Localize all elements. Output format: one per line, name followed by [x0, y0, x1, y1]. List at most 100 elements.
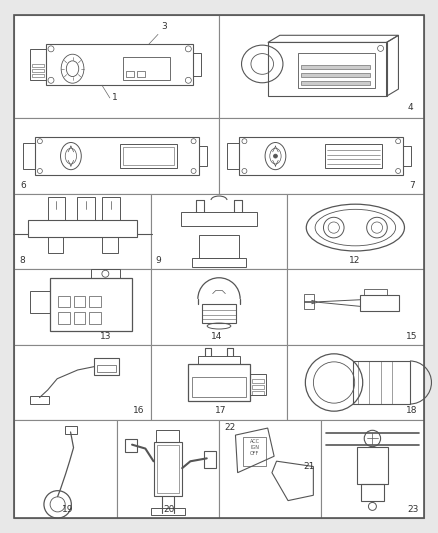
Bar — [252, 385, 264, 389]
Bar — [304, 294, 314, 302]
Bar — [219, 118, 424, 194]
Bar — [360, 295, 399, 311]
Bar — [102, 237, 117, 253]
Bar — [156, 445, 179, 493]
Bar — [30, 290, 50, 313]
Bar — [151, 507, 185, 515]
Bar — [74, 312, 85, 324]
Bar — [252, 379, 264, 383]
Bar — [151, 194, 287, 269]
Bar — [198, 146, 207, 166]
Bar — [137, 71, 145, 77]
Text: 18: 18 — [406, 406, 417, 415]
Bar — [361, 484, 384, 502]
Bar — [30, 49, 46, 80]
Bar — [156, 430, 179, 442]
Bar — [301, 81, 370, 85]
Bar — [154, 442, 182, 496]
Text: 8: 8 — [19, 256, 25, 265]
Text: 19: 19 — [62, 505, 73, 514]
Bar — [403, 146, 411, 166]
Text: 21: 21 — [304, 462, 315, 471]
Bar — [151, 345, 287, 420]
Bar — [120, 144, 177, 168]
Bar — [14, 15, 219, 118]
Bar — [287, 269, 424, 345]
Bar — [227, 143, 240, 169]
Bar — [64, 426, 77, 434]
Bar — [48, 197, 65, 220]
Bar — [250, 374, 266, 395]
Text: 20: 20 — [163, 505, 174, 514]
Text: 3: 3 — [161, 22, 166, 31]
Text: 16: 16 — [133, 406, 145, 415]
Bar — [198, 356, 240, 364]
Text: 7: 7 — [410, 181, 415, 190]
Bar — [151, 269, 287, 345]
Bar — [58, 295, 70, 307]
Bar — [219, 420, 321, 518]
Text: 17: 17 — [215, 406, 226, 415]
Bar — [74, 295, 85, 307]
Bar — [14, 269, 151, 345]
Bar — [321, 420, 424, 518]
Bar — [32, 64, 44, 67]
Text: 9: 9 — [156, 256, 162, 265]
Bar — [14, 118, 219, 194]
Text: 4: 4 — [408, 103, 413, 112]
Bar — [94, 358, 119, 375]
Bar — [252, 391, 264, 395]
Text: 22: 22 — [224, 423, 235, 432]
Bar — [192, 376, 246, 397]
Bar — [14, 420, 117, 518]
Bar — [123, 58, 170, 80]
Circle shape — [273, 154, 277, 158]
Bar — [304, 301, 314, 309]
Bar — [198, 236, 240, 258]
Bar — [243, 437, 266, 466]
Bar — [240, 137, 403, 175]
Text: ACC
IGN
OFF: ACC IGN OFF — [250, 439, 260, 456]
Bar — [126, 71, 134, 77]
Bar — [268, 43, 386, 96]
Bar — [287, 194, 424, 269]
Bar — [357, 447, 388, 484]
Bar — [46, 44, 193, 85]
Bar — [301, 65, 370, 69]
Bar — [301, 73, 370, 77]
Bar — [14, 345, 151, 420]
Bar — [287, 345, 424, 420]
Bar — [91, 269, 120, 278]
Bar — [325, 144, 382, 168]
Bar — [89, 312, 101, 324]
Bar — [117, 420, 219, 518]
Bar — [125, 439, 137, 453]
Bar — [193, 53, 201, 76]
Bar — [204, 450, 216, 468]
Bar — [364, 289, 387, 295]
Bar — [58, 312, 70, 324]
Bar — [192, 258, 246, 267]
Bar — [202, 304, 236, 323]
Bar — [14, 194, 151, 269]
Bar — [123, 147, 174, 165]
Bar — [102, 197, 120, 220]
Bar — [353, 361, 410, 404]
Bar — [48, 237, 63, 253]
Bar — [28, 220, 137, 237]
Bar — [32, 74, 44, 77]
Bar — [97, 365, 116, 372]
Text: 15: 15 — [406, 332, 417, 341]
Bar — [30, 396, 49, 403]
Bar — [89, 295, 101, 307]
Bar — [35, 137, 198, 175]
Text: 13: 13 — [100, 332, 112, 341]
Bar — [181, 212, 257, 225]
Bar — [23, 143, 35, 169]
Text: 14: 14 — [211, 332, 223, 341]
Text: 1: 1 — [112, 93, 117, 102]
Bar — [77, 197, 95, 220]
Bar — [50, 278, 132, 331]
Bar — [188, 364, 250, 401]
Bar — [32, 69, 44, 72]
